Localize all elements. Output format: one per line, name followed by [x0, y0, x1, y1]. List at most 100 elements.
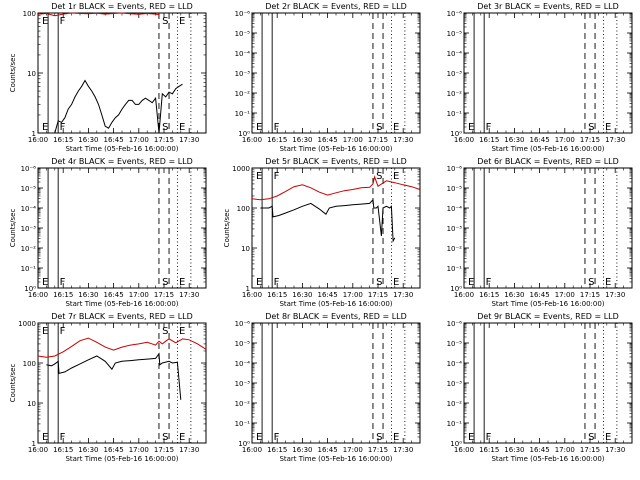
- x-tick-label: 16:45: [104, 291, 124, 299]
- y-tick-label: 10⁻³: [447, 380, 463, 388]
- chart-title: Det 3r BLACK = Events, RED = LLD: [477, 2, 619, 11]
- marker-label-s: S: [588, 277, 594, 288]
- y-tick-label: 10⁻²: [235, 90, 251, 98]
- x-tick-label: 16:15: [53, 446, 73, 454]
- y-tick-label: 10⁻¹: [235, 110, 251, 118]
- y-tick-label: 10⁻⁵: [447, 185, 463, 193]
- x-tick-label: 16:00: [28, 136, 48, 144]
- marker-label-e: E: [256, 277, 262, 288]
- x-tick-label: 17:00: [555, 291, 575, 299]
- marker-label-s: S: [376, 432, 382, 443]
- y-tick-label: 10⁻¹: [447, 265, 463, 273]
- x-tick-label: 17:30: [179, 446, 199, 454]
- y-tick-label: 100: [23, 10, 36, 18]
- x-tick-label: 17:00: [343, 446, 363, 454]
- x-tick-label: 17:15: [154, 291, 174, 299]
- marker-label-e: E: [468, 122, 474, 133]
- marker-label-f: F: [486, 277, 492, 288]
- chart-title: Det 7r BLACK = Events, RED = LLD: [51, 312, 193, 321]
- x-tick-label: 16:30: [78, 291, 98, 299]
- x-tick-label: 16:15: [479, 446, 499, 454]
- y-tick-label: 10⁻⁵: [21, 185, 37, 193]
- y-tick-label: 10⁻³: [447, 225, 463, 233]
- marker-label-top-f: F: [60, 326, 66, 337]
- series-events-line: [46, 352, 182, 400]
- marker-label-e: E: [42, 277, 48, 288]
- marker-label-top-s: S: [162, 16, 168, 27]
- y-tick-label: 10⁻⁶: [21, 165, 37, 173]
- y-tick-label: 10⁻⁶: [447, 320, 463, 328]
- x-tick-label: 16:15: [479, 136, 499, 144]
- x-axis-label: Start Time (05-Feb-16 16:00:00): [279, 455, 392, 463]
- x-tick-label: 17:30: [393, 136, 413, 144]
- x-tick-label: 16:00: [454, 136, 474, 144]
- marker-label-f: F: [60, 277, 66, 288]
- x-tick-label: 16:45: [530, 291, 550, 299]
- y-axis-label: Counts/sec: [223, 209, 231, 248]
- x-tick-label: 17:15: [368, 446, 388, 454]
- x-tick-label: 16:15: [267, 291, 287, 299]
- x-tick-label: 17:30: [179, 136, 199, 144]
- chart-panel-9: Det 9r BLACK = Events, RED = LLD 10⁰ 10⁻¹ 1…: [447, 312, 633, 463]
- x-tick-label: 17:00: [129, 136, 149, 144]
- x-tick-label: 16:45: [318, 136, 338, 144]
- x-tick-label: 16:15: [479, 291, 499, 299]
- chart-title: Det 5r BLACK = Events, RED = LLD: [265, 157, 407, 166]
- plot-frame: [463, 167, 633, 289]
- marker-label-s: S: [162, 277, 168, 288]
- marker-label-e: E: [605, 122, 611, 133]
- x-tick-label: 16:45: [318, 446, 338, 454]
- chart-title: Det 1r BLACK = Events, RED = LLD: [51, 2, 193, 11]
- marker-label-e: E: [179, 122, 185, 133]
- x-tick-label: 16:00: [28, 446, 48, 454]
- y-tick-label: 10⁻⁵: [235, 340, 251, 348]
- y-tick-label: 10⁻³: [235, 70, 251, 78]
- marker-label-e: E: [468, 277, 474, 288]
- y-tick-label: 10⁰: [450, 440, 462, 448]
- x-axis-label: Start Time (05-Feb-16 16:00:00): [65, 455, 178, 463]
- chart-title: Det 9r BLACK = Events, RED = LLD: [477, 312, 619, 321]
- marker-label-top-f: F: [274, 171, 280, 182]
- x-tick-label: 17:00: [343, 291, 363, 299]
- series-lld-line: [37, 337, 207, 358]
- chart-panel-8: Det 8r BLACK = Events, RED = LLD 10⁰ 10⁻¹ 1…: [235, 312, 421, 463]
- x-tick-label: 17:00: [555, 136, 575, 144]
- x-tick-label: 16:30: [78, 136, 98, 144]
- plot-frame: [463, 12, 633, 134]
- plot-frame: [463, 322, 633, 444]
- marker-label-f: F: [60, 122, 66, 133]
- y-tick-label: 10: [241, 245, 250, 253]
- x-tick-label: 16:30: [292, 446, 312, 454]
- x-axis-label: Start Time (05-Feb-16 16:00:00): [279, 145, 392, 153]
- y-tick-label: 10⁻⁴: [235, 50, 251, 58]
- x-axis-label: Start Time (05-Feb-16 16:00:00): [65, 145, 178, 153]
- x-tick-label: 16:45: [318, 291, 338, 299]
- y-tick-label: 1: [32, 130, 36, 138]
- x-tick-label: 16:30: [292, 291, 312, 299]
- y-tick-label: 10⁻⁵: [447, 340, 463, 348]
- y-tick-label: 10⁰: [238, 130, 250, 138]
- y-tick-label: 10⁻⁴: [21, 205, 37, 213]
- y-tick-label: 10⁻⁴: [447, 205, 463, 213]
- marker-label-top-f: F: [60, 16, 66, 27]
- marker-label-s: S: [588, 432, 594, 443]
- marker-label-e: E: [256, 122, 262, 133]
- x-tick-label: 17:30: [605, 136, 625, 144]
- y-tick-label: 10⁻⁵: [447, 30, 463, 38]
- marker-label-e: E: [42, 432, 48, 443]
- x-tick-label: 17:15: [154, 446, 174, 454]
- marker-label-f: F: [274, 432, 280, 443]
- x-tick-label: 16:00: [28, 291, 48, 299]
- x-tick-label: 16:30: [504, 291, 524, 299]
- series-events-line: [46, 79, 183, 134]
- y-tick-label: 1000: [18, 320, 36, 328]
- y-tick-label: 10⁻²: [447, 400, 463, 408]
- marker-label-e: E: [468, 432, 474, 443]
- chart-panel-1: Det 1r BLACK = Events, RED = LLD 1 10 100 16…: [9, 2, 207, 153]
- x-tick-label: 16:45: [530, 446, 550, 454]
- marker-label-top-s: S: [376, 171, 382, 182]
- x-tick-label: 17:30: [605, 291, 625, 299]
- x-axis-label: Start Time (05-Feb-16 16:00:00): [491, 300, 604, 308]
- marker-label-top-e: E: [42, 326, 48, 337]
- y-tick-label: 10⁻³: [235, 380, 251, 388]
